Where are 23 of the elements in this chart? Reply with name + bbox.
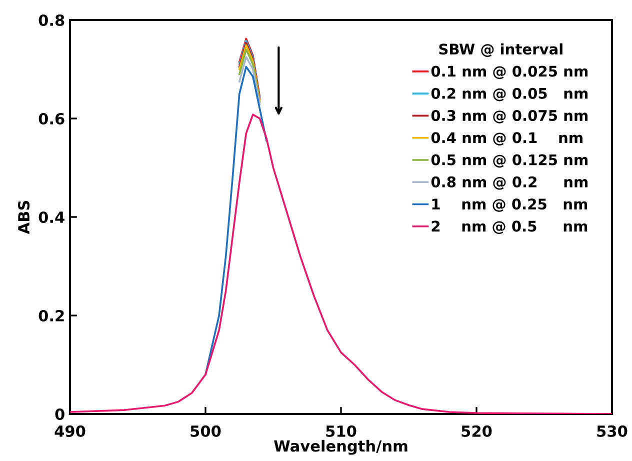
legend-label: 0.1 nm @ 0.025 nm	[431, 66, 588, 80]
legend-label: 0.8 nm @ 0.2 nm	[431, 176, 588, 190]
legend-label: 0.3 nm @ 0.075 nm	[431, 110, 588, 124]
legend-label: 0.4 nm @ 0.1 nm	[431, 132, 582, 146]
x-tick-label: 490	[54, 425, 86, 437]
y-axis-title: ABS	[18, 200, 30, 234]
x-tick-label: 510	[326, 425, 356, 437]
y-tick-label: 0.6	[38, 112, 64, 125]
legend-label: 2 nm @ 0.5 nm	[432, 220, 588, 234]
legend-label: 0.2 nm @ 0.05 nm	[431, 88, 588, 102]
x-axis-title: Wavelength/nm	[274, 440, 408, 455]
y-tick-label: 0.8	[38, 14, 64, 26]
y-tick-label: 0.2	[38, 310, 64, 322]
y-tick-label: 0	[55, 408, 64, 420]
legend-label: 0.5 nm @ 0.125 nm	[431, 154, 588, 168]
x-tick-label: 500	[190, 425, 221, 437]
line-series	[204, 66, 268, 376]
x-tick-label: 520	[462, 425, 492, 437]
line-series	[238, 56, 261, 106]
x-tick-label: 530	[597, 425, 628, 437]
y-tick-label: 0.4	[38, 211, 64, 224]
legend-label: 1 nm @ 0.25 nm	[432, 198, 588, 212]
legend-title: SBW @ interval	[439, 43, 562, 57]
